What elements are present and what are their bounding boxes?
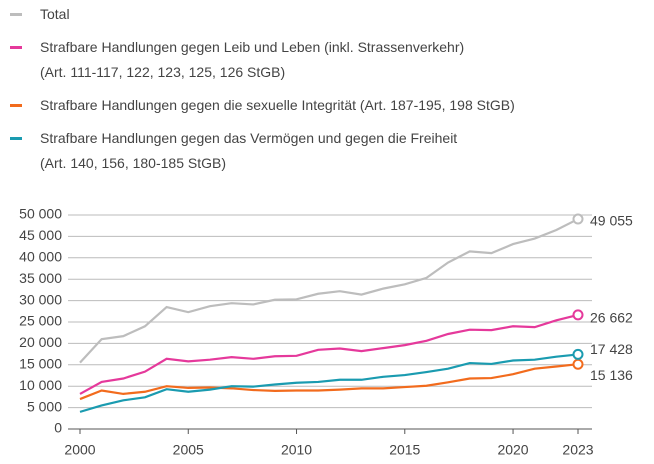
legend-label: Strafbare Handlungen gegen das Vermögen … xyxy=(40,130,458,171)
x-tick-label: 2005 xyxy=(173,442,204,458)
y-tick-label: 0 xyxy=(54,420,62,436)
value-label: 49 055 xyxy=(590,213,633,229)
value-label: 15 136 xyxy=(590,367,633,383)
y-tick-label: 10 000 xyxy=(19,377,62,393)
legend-label: Strafbare Handlungen gegen Leib und Lebe… xyxy=(40,39,465,80)
legend-swatch xyxy=(10,137,22,140)
legend-item: Total xyxy=(8,2,648,27)
line xyxy=(79,218,579,364)
y-tick-label: 25 000 xyxy=(19,313,62,329)
legend-label: Strafbare Handlungen gegen die sexuelle … xyxy=(40,97,515,113)
legend: Total Strafbare Handlungen gegen Leib und… xyxy=(8,2,648,184)
end-marker xyxy=(572,309,584,321)
line xyxy=(79,313,579,395)
y-tick-label: 45 000 xyxy=(19,227,62,243)
legend-item: Strafbare Handlungen gegen das Vermögen … xyxy=(8,126,648,176)
y-tick-label: 30 000 xyxy=(19,291,62,307)
y-tick-label: 5 000 xyxy=(27,398,62,414)
y-tick-label: 40 000 xyxy=(19,249,62,265)
legend-item: Strafbare Handlungen gegen die sexuelle … xyxy=(8,93,648,118)
y-tick-label: 50 000 xyxy=(19,206,62,222)
x-tick-label: 2010 xyxy=(281,442,312,458)
x-tick-label: 2020 xyxy=(497,442,528,458)
legend-swatch xyxy=(10,104,22,107)
line xyxy=(79,363,579,401)
end-marker xyxy=(572,213,584,225)
y-tick-label: 20 000 xyxy=(19,334,62,350)
line xyxy=(79,353,579,413)
x-tick-label: 2015 xyxy=(389,442,420,458)
legend-swatch xyxy=(10,13,22,16)
legend-label: Total xyxy=(40,6,70,22)
value-label: 26 662 xyxy=(590,310,633,326)
x-tick-label: 2023 xyxy=(562,442,593,458)
legend-item: Strafbare Handlungen gegen Leib und Lebe… xyxy=(8,35,648,85)
legend-swatch xyxy=(10,46,22,49)
end-marker xyxy=(572,358,584,370)
y-tick-label: 35 000 xyxy=(19,270,62,286)
value-label: 17 428 xyxy=(590,341,633,357)
x-tick-label: 2000 xyxy=(64,442,95,458)
y-tick-label: 15 000 xyxy=(19,356,62,372)
end-marker xyxy=(572,348,584,360)
